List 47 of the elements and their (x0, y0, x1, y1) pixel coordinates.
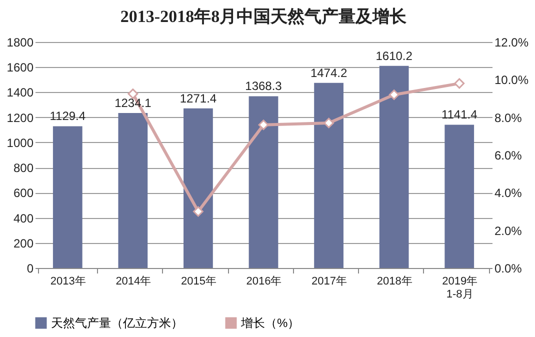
bar (314, 82, 344, 268)
bar (184, 108, 213, 268)
point (454, 78, 465, 89)
y2-tick-label: 8.0% (494, 110, 522, 125)
bar (52, 126, 82, 268)
y-tick-label: 400 (13, 211, 34, 226)
point (388, 90, 400, 100)
y2-tick-label: 0.0% (494, 262, 522, 276)
y2-tick-label: 12.0% (494, 36, 529, 50)
data-label: 1368.3 (245, 79, 282, 94)
y2-tick-label: 2.0% (494, 224, 522, 238)
data-label: 1271.4 (180, 91, 217, 106)
x-tick-label: 2016年 (246, 276, 282, 288)
point (324, 118, 334, 128)
x-tick-label: 2015年 (180, 276, 216, 288)
x-tick-label: 2019年 1-8月 (442, 276, 478, 300)
y-tick-label: 1200 (6, 110, 34, 125)
y-tick-label: 600 (13, 186, 34, 200)
y-tick-label: 0 (26, 262, 34, 276)
data-label: 1234.1 (114, 96, 152, 110)
point (192, 206, 204, 217)
data-label: 1141.4 (441, 108, 478, 122)
data-label: 1610.2 (376, 48, 413, 63)
legend-label: 增长（%） (240, 316, 300, 330)
legend-label: 天然气产量（亿立方米） (51, 316, 183, 330)
y2-tick-label: 4.0% (494, 186, 522, 200)
y-tick-label: 1600 (6, 60, 34, 75)
y2-tick-label: 10.0% (494, 73, 529, 88)
y2-tick-label: 6.0% (494, 148, 522, 162)
x-tick-label: 2013年 (50, 276, 86, 288)
y-tick-label: 200 (13, 236, 34, 250)
x-tick-label: 2014年 (116, 276, 152, 288)
y-tick-label: 1800 (6, 36, 34, 50)
y-tick-label: 1400 (6, 86, 34, 100)
bar (379, 66, 409, 268)
bar (248, 96, 278, 268)
y-tick-label: 1000 (6, 136, 34, 150)
point (128, 88, 138, 100)
y-tick-label: 800 (13, 161, 34, 176)
point (258, 120, 269, 130)
x-tick-label: 2018年 (376, 276, 412, 288)
bar (118, 113, 148, 268)
data-label: 1129.4 (50, 109, 86, 124)
chart-title: 2013-2018年8月中国天然气产量及增长 (120, 7, 408, 26)
x-tick-label: 2017年 (312, 276, 348, 288)
bar (444, 124, 474, 268)
data-label: 1474.2 (310, 66, 348, 80)
